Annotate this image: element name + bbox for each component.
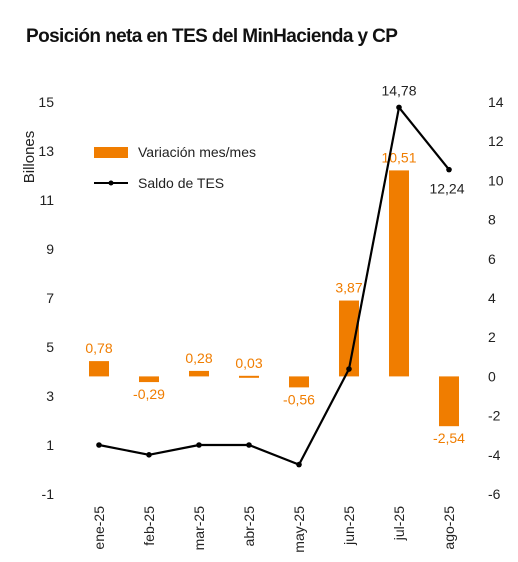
right-tick-label: -4 [488,447,501,463]
x-tick-label: ene-25 [91,506,107,550]
legend-label-line: Saldo de TES [138,175,224,191]
line-value-label: 14,78 [381,82,416,98]
bar [239,375,259,378]
x-tick-label: may-25 [291,506,307,553]
legend-swatch-bar [94,147,128,158]
x-tick-label: feb-25 [141,506,157,546]
right-tick-label: 14 [488,94,504,110]
right-tick-label: 8 [488,212,496,228]
line-value-label: 12,24 [429,181,464,197]
bar [439,376,459,427]
bar-value-label: -2,54 [433,430,465,446]
legend-marker-line [108,180,114,186]
bar-series [89,170,459,427]
left-tick-label: 13 [38,143,54,159]
left-tick-label: 3 [46,388,54,404]
bar [189,370,209,377]
x-tick-label: mar-25 [191,506,207,551]
bar [289,376,309,388]
left-axis-title: Billones [21,131,38,184]
bar-value-label: 3,87 [335,280,362,296]
bar-value-label: 0,28 [185,350,212,366]
bar [139,376,159,383]
right-tick-label: 6 [488,251,496,267]
right-tick-label: 10 [488,172,504,188]
right-tick-label: -6 [488,486,501,502]
line-path [98,106,450,466]
right-tick-label: 2 [488,329,496,345]
line-point [396,104,402,111]
x-tick-label: jun-25 [341,506,357,546]
left-tick-label: 11 [39,192,54,208]
left-tick-label: 1 [46,437,54,453]
line-point [96,442,102,448]
right-tick-label: 12 [488,133,504,149]
x-axis-labels: ene-25 feb-25 mar-25 abr-25 may-25 jun-25 jul-… [91,506,457,553]
bar-value-label: -0,29 [133,386,165,402]
legend-label-bar: Variación mes/mes [138,144,256,160]
left-tick-label: 7 [46,290,54,306]
bar-value-label: 10,51 [381,149,416,165]
right-tick-label: 4 [488,290,496,306]
right-tick-label: -2 [488,408,501,424]
left-tick-label: 9 [46,241,54,257]
line-point [246,442,252,448]
bar [89,361,109,377]
right-y-axis: -6 -4 -2 0 2 4 6 8 10 12 14 [488,94,504,502]
x-tick-label: jul-25 [391,506,407,541]
left-tick-label: -1 [42,486,55,502]
right-tick-label: 0 [488,368,496,384]
line-point [446,166,452,173]
chart-title: Posición neta en TES del MinHacienda y C… [26,26,398,47]
line-point [296,461,302,468]
bar-value-label: -0,56 [283,391,315,407]
bar [339,300,359,377]
line-series [96,104,452,468]
legend: Variación mes/mes Saldo de TES [94,144,256,191]
line-point [346,366,352,372]
x-tick-label: abr-25 [241,506,257,547]
line-point [146,452,152,458]
line-point [196,442,202,448]
bar [389,170,409,377]
bar-data-labels: 0,78 -0,29 0,28 0,03 -0,56 3,87 10,51 -2,54 [85,149,465,446]
left-tick-label: 15 [38,94,54,110]
left-tick-label: 5 [46,339,54,355]
bar-value-label: 0,78 [85,340,112,356]
x-tick-label: ago-25 [441,506,457,550]
bar-value-label: 0,03 [235,355,262,371]
line-data-labels: 14,78 12,24 [381,82,464,196]
